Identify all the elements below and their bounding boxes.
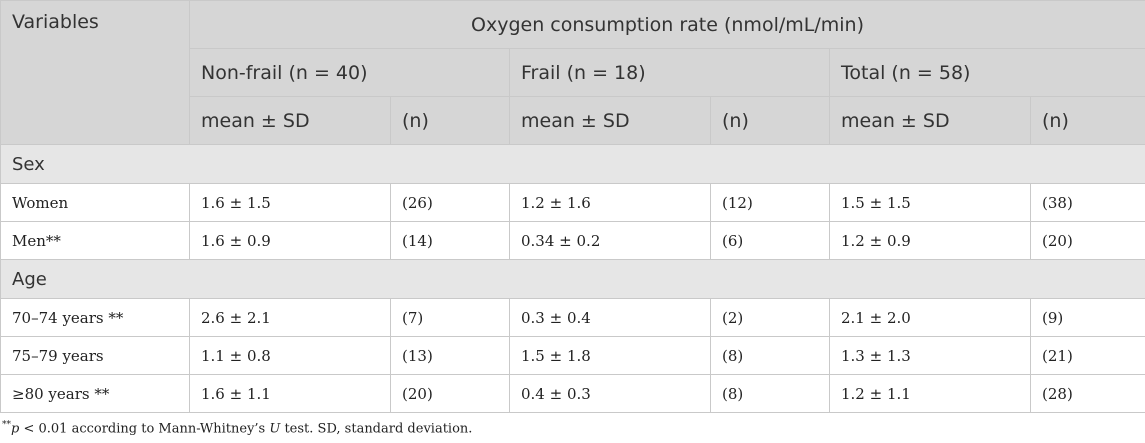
section-label: Age — [0, 259, 1145, 299]
cell-n: (7) — [390, 298, 510, 337]
cell-n: (6) — [710, 221, 830, 260]
sub-header-n: (n) — [390, 96, 510, 145]
cell-mean-sd: 1.3 ± 1.3 — [829, 336, 1031, 375]
cell-mean-sd: 1.2 ± 1.1 — [829, 374, 1031, 413]
table-body: Sex Women 1.6 ± 1.5 (26) 1.2 ± 1.6 (12) … — [0, 144, 1145, 413]
footnote-u-symbol: U — [269, 421, 281, 437]
table-row: Women 1.6 ± 1.5 (26) 1.2 ± 1.6 (12) 1.5 … — [0, 183, 1145, 222]
footnote-text-part2: test. SD, standard deviation. — [280, 421, 473, 437]
cell-n: (38) — [1029, 183, 1145, 222]
row-label: Women — [0, 183, 190, 222]
table-row: 75–79 years 1.1 ± 0.8 (13) 1.5 ± 1.8 (8)… — [0, 336, 1145, 375]
cell-n: (26) — [390, 183, 510, 222]
row-label: 70–74 years ** — [0, 298, 190, 337]
table-footnote: **p < 0.01 according to Mann-Whitney’s U… — [2, 420, 472, 436]
cell-n: (12) — [710, 183, 830, 222]
sub-header-n: (n) — [710, 96, 830, 145]
cell-n: (14) — [390, 221, 510, 260]
sub-header-mean-sd: mean ± SD — [829, 96, 1031, 145]
cell-mean-sd: 0.3 ± 0.4 — [509, 298, 711, 337]
ocr-title-header: Oxygen consumption rate (nmol/mL/min) — [188, 0, 1145, 49]
section-row-sex: Sex — [0, 144, 1145, 184]
oxygen-consumption-table: Variables Oxygen consumption rate (nmol/… — [0, 0, 1145, 413]
cell-mean-sd: 1.6 ± 1.1 — [189, 374, 391, 413]
cell-n: (28) — [1029, 374, 1145, 413]
cell-mean-sd: 1.5 ± 1.5 — [829, 183, 1031, 222]
table-row: Men** 1.6 ± 0.9 (14) 0.34 ± 0.2 (6) 1.2 … — [0, 221, 1145, 260]
table-header: Variables Oxygen consumption rate (nmol/… — [0, 0, 1145, 145]
table-row: ≥80 years ** 1.6 ± 1.1 (20) 0.4 ± 0.3 (8… — [0, 374, 1145, 413]
cell-n: (8) — [710, 336, 830, 375]
cell-n: (13) — [390, 336, 510, 375]
sub-header-mean-sd: mean ± SD — [509, 96, 711, 145]
cell-mean-sd: 1.2 ± 1.6 — [509, 183, 711, 222]
header-row-groups: Non-frail (n = 40) Frail (n = 18) Total … — [1, 48, 1145, 97]
row-label: Men** — [0, 221, 190, 260]
sub-header-n: (n) — [1029, 96, 1145, 145]
cell-mean-sd: 1.6 ± 1.5 — [189, 183, 391, 222]
row-label: 75–79 years — [0, 336, 190, 375]
cell-mean-sd: 1.2 ± 0.9 — [829, 221, 1031, 260]
footnote-p-symbol: p — [11, 421, 20, 437]
footnote-marker: ** — [2, 420, 11, 430]
section-label: Sex — [0, 144, 1145, 184]
cell-n: (9) — [1029, 298, 1145, 337]
cell-n: (20) — [390, 374, 510, 413]
group-header-frail: Frail (n = 18) — [509, 48, 830, 97]
group-header-total: Total (n = 58) — [828, 48, 1145, 97]
header-row-title: Variables Oxygen consumption rate (nmol/… — [0, 0, 1145, 145]
cell-mean-sd: 1.6 ± 0.9 — [189, 221, 391, 260]
cell-mean-sd: 0.34 ± 0.2 — [509, 221, 711, 260]
section-row-age: Age — [0, 259, 1145, 299]
header-row-sub: mean ± SD (n) mean ± SD (n) mean ± SD (n… — [1, 96, 1145, 145]
cell-mean-sd: 2.1 ± 2.0 — [829, 298, 1031, 337]
cell-mean-sd: 0.4 ± 0.3 — [509, 374, 711, 413]
group-header-non-frail: Non-frail (n = 40) — [189, 48, 510, 97]
variables-header: Variables — [0, 0, 190, 145]
sub-header-mean-sd: mean ± SD — [189, 96, 391, 145]
table-row: 70–74 years ** 2.6 ± 2.1 (7) 0.3 ± 0.4 (… — [0, 298, 1145, 337]
cell-mean-sd: 2.6 ± 2.1 — [189, 298, 391, 337]
cell-n: (8) — [710, 374, 830, 413]
cell-n: (21) — [1029, 336, 1145, 375]
footnote-text-part1: < 0.01 according to Mann-Whitney’s — [19, 421, 270, 437]
row-label: ≥80 years ** — [0, 374, 190, 413]
cell-mean-sd: 1.1 ± 0.8 — [189, 336, 391, 375]
cell-n: (20) — [1029, 221, 1145, 260]
cell-n: (2) — [710, 298, 830, 337]
cell-mean-sd: 1.5 ± 1.8 — [509, 336, 711, 375]
